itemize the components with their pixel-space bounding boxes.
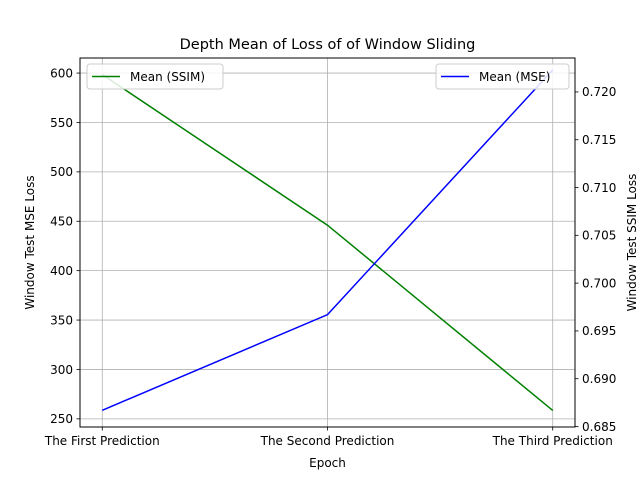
- left-tick-label: 350: [50, 313, 73, 327]
- right-tick-label: 0.700: [582, 276, 616, 290]
- chart-title: Depth Mean of Loss of of Window Sliding: [180, 37, 476, 53]
- legend-right-box: [435, 63, 570, 90]
- right-tick-label: 0.710: [582, 181, 616, 195]
- legend-right-label: Mean (MSE): [479, 70, 550, 84]
- legend-left-label: Mean (SSIM): [130, 70, 205, 84]
- left-tick-label: 600: [50, 66, 73, 80]
- left-tick-label: 300: [50, 363, 73, 377]
- x-tick-label: The Second Prediction: [260, 434, 395, 448]
- left-y-axis-ticks: 250 300 350 400 450 500 550 600: [50, 66, 80, 426]
- left-tick-label: 550: [50, 116, 73, 130]
- right-tick-label: 0.690: [582, 372, 616, 386]
- left-tick-label: 450: [50, 215, 73, 229]
- left-tick-label: 500: [50, 165, 73, 179]
- left-tick-label: 250: [50, 412, 73, 426]
- right-tick-label: 0.695: [582, 324, 616, 338]
- legend-left: Mean (SSIM): [86, 63, 224, 90]
- right-y-axis-label: Window Test SSIM Loss: [625, 174, 639, 312]
- legend-right: Mean (MSE): [435, 63, 570, 90]
- x-axis-label: Epoch: [309, 456, 346, 470]
- series-line-left: [101, 73, 554, 412]
- x-axis-ticks: The First Prediction The Second Predictio…: [44, 427, 613, 448]
- series-lines: [101, 69, 554, 412]
- legend-left-box: [86, 63, 224, 90]
- left-tick-label: 400: [50, 264, 73, 278]
- right-y-axis-ticks: 0.685 0.690 0.695 0.700 0.705 0.710 0.715 0.720: [575, 85, 616, 434]
- right-tick-label: 0.715: [582, 133, 616, 147]
- x-tick-label: The First Prediction: [44, 434, 160, 448]
- x-tick-label: The Third Prediction: [492, 434, 613, 448]
- left-y-axis-label: Window Test MSE Loss: [23, 175, 37, 309]
- right-tick-label: 0.720: [582, 85, 616, 99]
- series-line-right: [101, 69, 554, 411]
- right-tick-label: 0.705: [582, 229, 616, 243]
- right-tick-label: 0.685: [582, 420, 616, 434]
